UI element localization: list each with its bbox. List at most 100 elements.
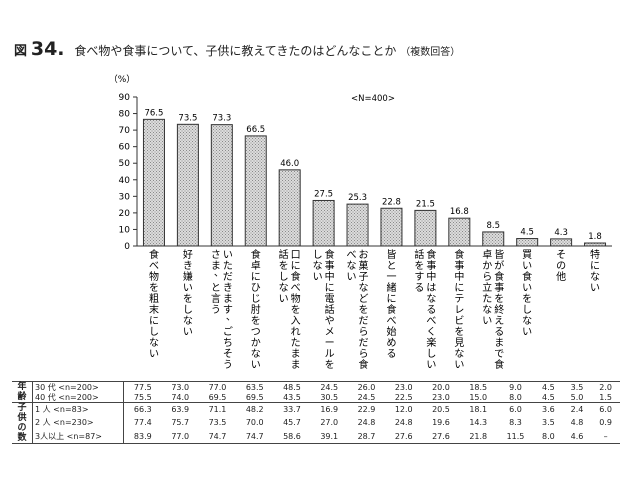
table-cell: 45.7 (283, 418, 301, 428)
category-label-char: メ (325, 327, 335, 338)
category-label-char: に (386, 293, 396, 305)
bar-value-label: 1.8 (588, 232, 602, 242)
category-label-char: い (223, 250, 233, 261)
table-cell: 74.7 (236, 429, 274, 444)
category-label-char: ど (359, 293, 369, 305)
category-label-char: い (522, 327, 532, 338)
category-label-char: さ (211, 249, 221, 261)
category-label-char: 話 (279, 248, 289, 261)
category-label-char: 末 (149, 303, 159, 316)
category-label-char: ひ (251, 283, 261, 294)
category-label-char: 事 (325, 259, 335, 272)
y-tick-label: 70 (119, 126, 131, 136)
table-cell: 73.0 (171, 382, 190, 392)
category-label-char: 話 (414, 248, 424, 261)
category-label-char: に (149, 315, 159, 327)
category-label-char: か (482, 260, 492, 272)
table-cell: 63.5 (245, 382, 264, 392)
figure-note: （複数回答） (400, 47, 461, 58)
category-label-char: 食 (522, 270, 532, 283)
category-label-char: に (590, 260, 600, 272)
table-cell: 77.0 (161, 429, 199, 444)
category-label-char: 食 (454, 248, 464, 261)
category-label-char: ち (223, 337, 233, 349)
table-row: 年齢 30 代 <n=200> 77.5 73.0 77.0 63.5 48.5 24.5 26… (12, 381, 620, 403)
category-label-char: な (522, 315, 532, 327)
y-tick-label: 30 (119, 192, 131, 202)
y-tick-label: 0 (124, 242, 130, 252)
category-label-char: ま (291, 348, 301, 360)
bar-value-label: 27.5 (314, 189, 333, 199)
table-row: 2 人 <n=230> 77.4 75.7 73.5 70.0 45.7 27.0 24.8 2… (12, 416, 620, 430)
category-label-char: を (454, 326, 464, 338)
category-label-char: 緒 (386, 281, 396, 294)
table-cell: 74.0 (161, 392, 199, 403)
category-label-char: 嫌 (183, 270, 193, 283)
category-label-char: い (590, 283, 600, 294)
category-label-char: 言 (211, 292, 221, 305)
category-label-char: し (426, 348, 436, 360)
table-cell: 4.8 (570, 418, 584, 428)
table-cell: 24.8 (394, 418, 413, 428)
bar-value-label: 8.5 (486, 221, 500, 231)
category-label-char: 終 (494, 303, 504, 316)
bar (210, 124, 233, 247)
table-cell: 20.0 (432, 382, 450, 392)
bar-value-label: 66.5 (246, 125, 265, 135)
category-label-char: な (426, 293, 436, 305)
bar-value-label: 73.5 (178, 113, 197, 123)
category-label-char: 事 (494, 281, 504, 294)
table-cell: 12.0 (394, 405, 413, 415)
category-label-char: る (414, 282, 424, 294)
category-label-char: に (291, 260, 301, 272)
table-cell: 4.6 (562, 429, 592, 444)
table-cell: 11.5 (496, 429, 535, 444)
category-label-char: た (223, 260, 233, 272)
category-label-char: 食 (426, 248, 436, 261)
category-label-char: 入 (291, 316, 301, 327)
table-cell: 69.5 (198, 392, 237, 403)
category-label-char: き (183, 260, 193, 272)
table-row-label: 1 人 <n=83> (32, 402, 124, 417)
category-label-char: た (291, 337, 301, 349)
table-cell: 23.0 (422, 392, 460, 403)
category-label-char: を (251, 315, 261, 327)
category-label-char: い (149, 349, 159, 360)
category-label-char: に (251, 271, 261, 283)
category-label-char: 食 (325, 248, 335, 261)
table-cell: 22.9 (357, 405, 376, 415)
table-cell: 77.5 (133, 382, 152, 392)
bar (142, 118, 165, 247)
category-label-char: す (414, 271, 424, 283)
y-tick-label: 60 (119, 143, 131, 153)
table-cell: 23.0 (394, 382, 413, 392)
table-row-label: 2 人 <n=230> (32, 416, 124, 430)
y-tick-label: 50 (119, 159, 131, 169)
category-label-char: る (494, 326, 504, 338)
bar (176, 123, 199, 247)
category-label-char: 特 (590, 249, 600, 261)
table-cell: 75.7 (171, 418, 190, 428)
category-label-char: な (279, 282, 289, 294)
category-label-char: き (223, 282, 233, 294)
table-row: 3人以上 <n=87> 83.9 77.0 74.7 74.7 58.6 39.1 28.7 2… (12, 429, 620, 444)
figure-title: 図 34. 食べ物や食事について、子供に教えてきたのはどんなことか （複数回答） (14, 38, 460, 60)
category-label-char: い (251, 360, 261, 371)
category-label-char: つ (251, 327, 261, 338)
category-label-char: べ (426, 316, 436, 327)
table-cell: 6.0 (509, 405, 522, 415)
category-label-char: い (522, 261, 532, 272)
category-label-char: 食 (291, 270, 301, 283)
category-label-char: 中 (454, 270, 464, 283)
table-cell: 1.5 (591, 392, 620, 403)
category-label-char: 一 (386, 272, 396, 283)
table-cell: 77.0 (208, 382, 227, 392)
table-cell: 30.5 (310, 392, 348, 403)
category-label-char: を (291, 304, 301, 316)
category-label-char: い (454, 360, 464, 371)
category-label-char: し (313, 249, 323, 261)
category-label-char: な (482, 304, 492, 316)
category-label-char: ま (494, 337, 504, 349)
category-label-char: 買 (522, 249, 532, 261)
category-label-char: 物 (291, 292, 301, 305)
